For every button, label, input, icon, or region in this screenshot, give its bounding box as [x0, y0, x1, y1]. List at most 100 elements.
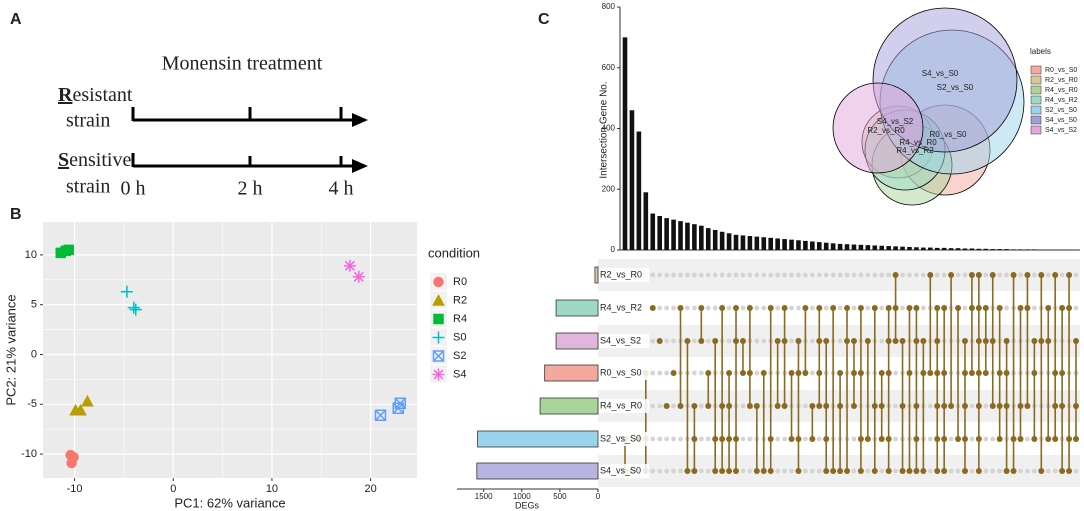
member-dot [795, 338, 802, 344]
y-axis-title: Intersection Gene No. [599, 81, 610, 178]
bar [914, 247, 919, 250]
empty-dot [837, 338, 843, 344]
empty-dot [1025, 468, 1030, 474]
legend-label: S4_vs_S0 [1045, 117, 1077, 124]
point [394, 397, 406, 410]
member-dot [927, 272, 934, 278]
bar [851, 244, 857, 250]
set-tick-label: 0 [596, 492, 601, 501]
bar [705, 228, 711, 250]
empty-dot [789, 338, 794, 344]
member-dot [934, 436, 941, 442]
member-dot [760, 468, 767, 474]
member-dot [837, 468, 844, 474]
bar [719, 231, 725, 250]
member-dot [1052, 403, 1059, 409]
bar [622, 37, 628, 250]
member-dot [788, 436, 795, 442]
bar [858, 244, 864, 250]
member-dot [941, 436, 948, 442]
empty-dot [712, 305, 718, 311]
member-dot [982, 305, 989, 311]
member-dot [1045, 305, 1052, 311]
member-dot [913, 305, 920, 311]
member-dot [871, 468, 878, 474]
time-label: 2 h [238, 178, 263, 200]
member-dot [1052, 272, 1059, 278]
empty-dot [851, 436, 857, 442]
empty-dot [837, 272, 843, 278]
empty-dot [671, 436, 676, 442]
time-label: 4 h [329, 178, 354, 200]
member-dot [837, 403, 844, 409]
empty-dot [657, 272, 663, 278]
member-dot [878, 370, 885, 376]
set-axis-title: DEGs [515, 500, 540, 510]
member-dot [968, 305, 975, 311]
member-dot [982, 338, 989, 344]
empty-dot [969, 403, 975, 409]
member-dot [705, 403, 712, 409]
bar [782, 239, 787, 250]
empty-dot [705, 436, 711, 442]
bar [685, 222, 690, 250]
empty-dot [948, 468, 954, 474]
member-dot [739, 370, 746, 376]
member-dot [871, 403, 878, 409]
empty-dot [1052, 468, 1058, 474]
empty-dot [879, 305, 885, 311]
member-dot [816, 370, 823, 376]
member-dot [975, 403, 982, 409]
strain-initial: R [58, 84, 73, 106]
member-dot [1017, 436, 1024, 442]
empty-dot [879, 468, 885, 474]
bar [740, 235, 746, 250]
legend-marker [432, 331, 445, 344]
member-dot [739, 338, 746, 344]
empty-dot [823, 272, 829, 278]
member-dot [989, 403, 996, 409]
empty-dot [969, 468, 975, 474]
empty-dot [879, 338, 885, 344]
venn-label: S2_vs_S0 [937, 83, 974, 92]
empty-dot [816, 436, 822, 442]
legend-key [1030, 105, 1042, 115]
set-bar [477, 430, 599, 448]
empty-dot [650, 468, 656, 474]
panel-label: B [10, 206, 22, 223]
empty-dot [1059, 272, 1065, 278]
member-dot [656, 338, 663, 344]
member-dot [996, 305, 1003, 311]
set-label: S2_vs_S0 [600, 433, 641, 443]
set-label: R4_vs_R2 [600, 302, 642, 312]
set-label-bg [599, 301, 649, 315]
empty-dot [809, 305, 815, 311]
empty-dot [844, 272, 850, 278]
set-label-bg [599, 464, 649, 478]
legend-label: S2 [453, 350, 466, 362]
empty-dot [747, 272, 753, 278]
bar [900, 246, 905, 250]
empty-dot [983, 436, 989, 442]
bar [699, 225, 704, 250]
member-dot [719, 468, 726, 474]
member-dot [691, 468, 698, 474]
empty-dot [789, 305, 794, 311]
member-dot [1024, 272, 1031, 278]
member-dot [1066, 468, 1073, 474]
bar [726, 233, 732, 250]
strain-initial: S [58, 149, 69, 171]
y-tick-label: 10 [25, 249, 37, 261]
set-label-bg [599, 334, 649, 348]
member-dot [781, 338, 788, 344]
member-dot [920, 338, 927, 344]
set-tick-label: 500 [553, 492, 567, 501]
empty-dot [920, 305, 926, 311]
member-dot [920, 370, 927, 376]
member-dot [726, 468, 733, 474]
member-dot [746, 305, 753, 311]
point [80, 394, 94, 407]
bar [1011, 249, 1016, 250]
member-dot [746, 403, 753, 409]
bar [664, 218, 669, 250]
